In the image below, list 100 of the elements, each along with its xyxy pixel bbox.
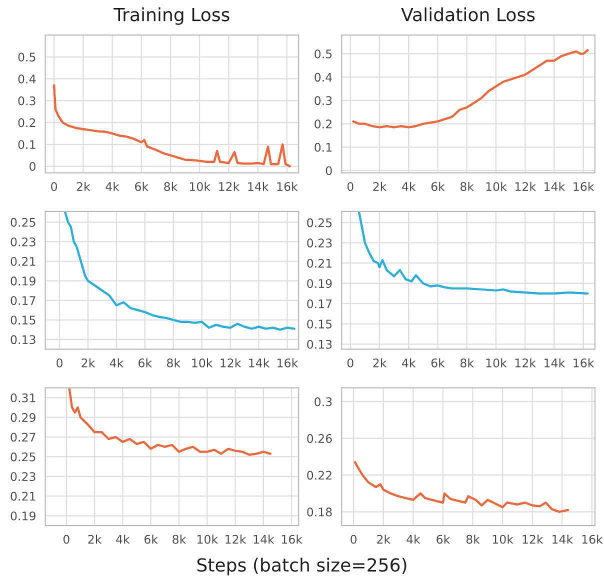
y-tick-label: 0.23 bbox=[307, 238, 332, 248]
y-tick-label: 0.29 bbox=[10, 413, 36, 422]
line-series bbox=[64, 211, 296, 331]
x-tick-label: 2k bbox=[82, 358, 96, 368]
y-tick-label: 0.21 bbox=[307, 258, 332, 268]
x-tick-label: 14k bbox=[544, 182, 566, 191]
x-tick-label: 0 bbox=[350, 534, 357, 544]
y-tick-label: 0.21 bbox=[10, 256, 36, 266]
x-tick-label: 0 bbox=[347, 358, 354, 368]
x-tick-label: 6k bbox=[138, 358, 152, 368]
y-tick-label: 0.15 bbox=[10, 316, 36, 325]
x-tick-label: 10k bbox=[197, 534, 218, 544]
x-tick-label: 12k bbox=[522, 534, 544, 544]
x-tick-label: 6k bbox=[135, 182, 149, 192]
y-tick-label: 0.23 bbox=[10, 472, 36, 482]
x-tick-label: 0 bbox=[51, 182, 58, 192]
x-tick-label: 4k bbox=[110, 358, 124, 368]
x-tick-label: 2k bbox=[88, 534, 102, 544]
y-tick-label: 0.2 bbox=[314, 120, 332, 128]
x-tick-label: 8k bbox=[460, 358, 474, 368]
x-tick-label: 6k bbox=[144, 534, 158, 544]
y-tick-label: 0 bbox=[30, 162, 36, 171]
y-tick-label: 0.25 bbox=[10, 452, 36, 462]
x-tick-label: 12k bbox=[219, 182, 240, 191]
y-tick-label: 0.5 bbox=[18, 52, 36, 62]
x-tick-label: 4k bbox=[116, 534, 130, 544]
x-tick-label: 2k bbox=[373, 358, 387, 368]
line-series bbox=[354, 461, 570, 513]
y-tick-label: 0.5 bbox=[314, 49, 332, 58]
x-tick-label: 12k bbox=[515, 182, 536, 191]
x-tick-label: 16k bbox=[574, 358, 594, 368]
y-tick-label: 0.27 bbox=[10, 432, 36, 442]
x-tick-label: 8k bbox=[164, 182, 178, 192]
y-tick-label: 0.19 bbox=[10, 276, 36, 286]
y-tick-label: 0 bbox=[326, 166, 332, 176]
x-tick-label: 2k bbox=[76, 182, 90, 191]
x-tick-label: 16k bbox=[582, 534, 603, 544]
y-tick-label: 0.25 bbox=[307, 218, 332, 228]
y-tick-label: 0.19 bbox=[307, 279, 332, 288]
x-tick-label: 14k bbox=[544, 358, 566, 368]
y-tick-label: 0.1 bbox=[18, 140, 36, 150]
y-tick-label: 0.31 bbox=[10, 393, 36, 402]
x-tick-label: 2k bbox=[373, 182, 387, 191]
x-tick-label: 4k bbox=[106, 182, 120, 191]
x-tick-label: 4k bbox=[402, 358, 416, 368]
y-tick-label: 0.4 bbox=[18, 74, 36, 84]
y-tick-label: 0.15 bbox=[307, 320, 332, 329]
y-tick-label: 0.3 bbox=[18, 96, 36, 106]
x-tick-label: 10k bbox=[192, 358, 213, 368]
x-tick-label: 8k bbox=[460, 182, 474, 192]
x-tick-label: 16k bbox=[574, 182, 594, 192]
chart-title: Training Loss bbox=[114, 7, 230, 25]
chart-title: Validation Loss bbox=[401, 7, 535, 22]
y-tick-label: 0.22 bbox=[307, 470, 332, 480]
y-tick-label: 0.3 bbox=[314, 96, 332, 106]
y-tick-label: 0.13 bbox=[307, 340, 332, 349]
x-tick-label: 4k bbox=[406, 534, 420, 544]
x-tick-label: 14k bbox=[248, 182, 269, 191]
x-tick-label: 10k bbox=[190, 182, 210, 192]
y-tick-label: 0.19 bbox=[10, 511, 36, 520]
x-tick-label: 10k bbox=[492, 534, 514, 544]
x-tick-label: 4k bbox=[402, 182, 416, 191]
x-tick-label: 14k bbox=[249, 358, 270, 368]
y-tick-label: 0.26 bbox=[307, 434, 332, 443]
x-tick-label: 6k bbox=[436, 534, 450, 544]
x-tick-label: 10k bbox=[486, 358, 507, 368]
y-tick-label: 0.21 bbox=[10, 492, 36, 501]
y-tick-label: 0.1 bbox=[314, 142, 332, 152]
x-tick-label: 0 bbox=[56, 358, 62, 368]
x-tick-label: 8k bbox=[466, 534, 480, 544]
x-tick-label: 12k bbox=[515, 358, 536, 368]
x-tick-label: 0 bbox=[63, 534, 70, 544]
y-tick-label: 0.25 bbox=[10, 218, 36, 227]
x-tick-label: 10k bbox=[486, 182, 507, 192]
x-tick-label: 16k bbox=[278, 358, 298, 368]
x-tick-label: 12k bbox=[226, 534, 246, 544]
y-tick-label: 0.4 bbox=[314, 72, 332, 82]
x-tick-label: 14k bbox=[552, 534, 574, 544]
x-tick-label: 6k bbox=[431, 358, 445, 368]
x-tick-label: 0 bbox=[347, 182, 354, 192]
y-tick-label: 0.2 bbox=[18, 118, 36, 128]
line-series bbox=[358, 211, 589, 295]
y-tick-label: 0.17 bbox=[10, 296, 36, 306]
x-axis-title: Steps (batch size=256) bbox=[197, 558, 406, 576]
line-series bbox=[68, 388, 272, 456]
x-tick-label: 16k bbox=[277, 182, 298, 192]
x-tick-label: 2k bbox=[377, 534, 391, 544]
y-tick-label: 0.13 bbox=[10, 335, 36, 344]
y-tick-label: 0.23 bbox=[10, 237, 36, 246]
y-tick-label: 0.18 bbox=[307, 508, 332, 516]
x-tick-label: 16k bbox=[282, 534, 302, 544]
x-tick-label: 8k bbox=[172, 534, 186, 544]
y-tick-label: 0.3 bbox=[314, 397, 332, 406]
line-series bbox=[352, 49, 589, 128]
x-tick-label: 12k bbox=[220, 358, 242, 368]
x-tick-label: 8k bbox=[166, 358, 181, 368]
line-series bbox=[52, 84, 291, 168]
y-tick-label: 0.17 bbox=[307, 299, 332, 308]
x-tick-label: 6k bbox=[431, 182, 445, 192]
x-tick-label: 14k bbox=[254, 534, 274, 544]
